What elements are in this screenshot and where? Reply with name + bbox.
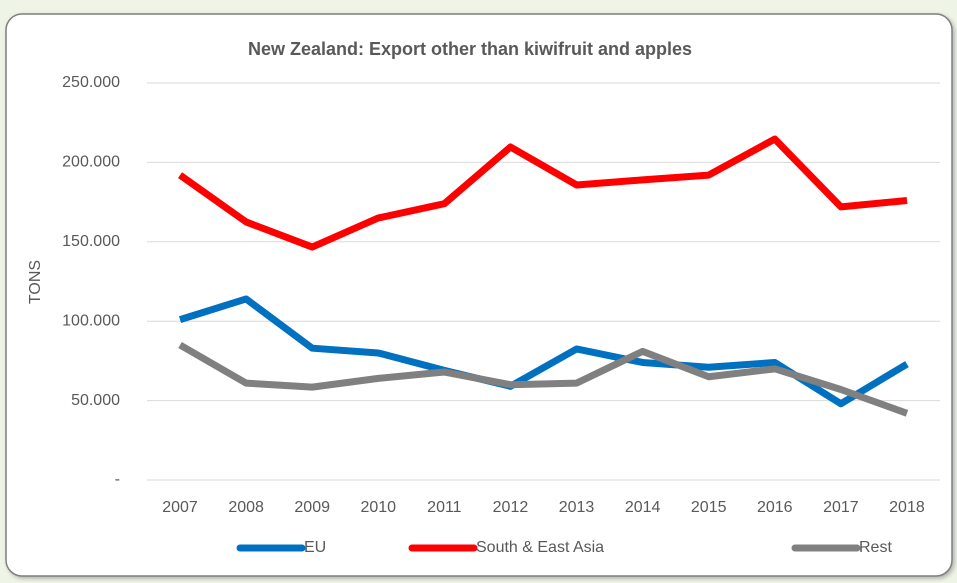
x-tick-label: 2016 bbox=[757, 499, 793, 516]
legend-label: South & East Asia bbox=[476, 539, 604, 556]
x-tick-label: 2007 bbox=[162, 499, 198, 516]
chart-title: New Zealand: Export other than kiwifruit… bbox=[248, 39, 692, 59]
y-tick-label: 250.000 bbox=[62, 74, 120, 91]
x-tick-label: 2010 bbox=[360, 499, 396, 516]
x-tick-label: 2015 bbox=[691, 499, 727, 516]
series-line bbox=[178, 341, 909, 417]
legend-label: Rest bbox=[859, 539, 892, 556]
y-tick-label: 200.000 bbox=[62, 154, 120, 171]
y-axis-label: TONS bbox=[27, 260, 44, 304]
y-tick-label: 50.000 bbox=[71, 392, 120, 409]
x-tick-label: 2011 bbox=[427, 499, 462, 516]
x-tick-label: 2008 bbox=[228, 499, 264, 516]
x-tick-label: 2018 bbox=[889, 499, 925, 516]
x-tick-label: 2009 bbox=[294, 499, 330, 516]
series-line bbox=[178, 135, 908, 251]
y-tick-label: 150.000 bbox=[62, 233, 120, 250]
y-tick-label: 100.000 bbox=[62, 312, 120, 329]
x-tick-label: 2014 bbox=[625, 499, 661, 516]
y-tick-label: - bbox=[115, 471, 120, 488]
x-tick-label: 2012 bbox=[493, 499, 529, 516]
legend-label: EU bbox=[304, 539, 326, 556]
x-tick-label: 2017 bbox=[823, 499, 859, 516]
panel bbox=[5, 13, 953, 577]
x-tick-label: 2013 bbox=[559, 499, 595, 516]
